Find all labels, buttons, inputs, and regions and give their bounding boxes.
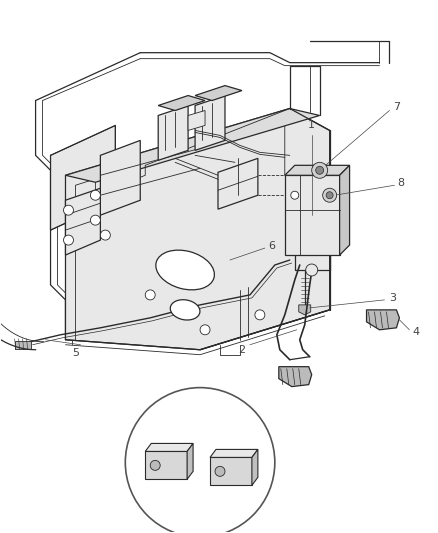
Polygon shape (187, 110, 205, 131)
Polygon shape (298, 305, 310, 315)
Circle shape (150, 461, 160, 470)
Circle shape (254, 310, 264, 320)
Polygon shape (65, 109, 319, 182)
Polygon shape (187, 443, 193, 479)
Text: 8: 8 (396, 178, 404, 188)
Circle shape (325, 192, 332, 199)
Text: 11: 11 (241, 417, 255, 427)
Polygon shape (145, 451, 187, 479)
Circle shape (145, 290, 155, 300)
Ellipse shape (170, 300, 199, 320)
Text: 6: 6 (267, 241, 274, 251)
Polygon shape (284, 165, 349, 175)
Polygon shape (366, 310, 399, 330)
Polygon shape (209, 457, 251, 486)
Text: 4: 4 (411, 327, 419, 337)
Polygon shape (339, 165, 349, 255)
Circle shape (315, 166, 323, 174)
Polygon shape (251, 449, 257, 486)
Polygon shape (218, 158, 257, 209)
Polygon shape (145, 443, 193, 451)
Circle shape (100, 230, 110, 240)
Circle shape (125, 387, 274, 533)
Polygon shape (278, 367, 311, 386)
Circle shape (64, 235, 73, 245)
Polygon shape (284, 175, 339, 255)
Circle shape (215, 466, 224, 477)
Circle shape (322, 188, 336, 202)
Circle shape (90, 215, 100, 225)
Polygon shape (14, 341, 31, 349)
Circle shape (64, 205, 73, 215)
Circle shape (311, 163, 327, 178)
Circle shape (200, 325, 209, 335)
Text: 7: 7 (392, 101, 399, 111)
Polygon shape (158, 95, 205, 110)
Text: 2: 2 (237, 345, 244, 355)
Circle shape (290, 191, 298, 199)
Ellipse shape (155, 250, 214, 290)
Text: 3: 3 (389, 293, 396, 303)
Circle shape (305, 264, 317, 276)
Polygon shape (209, 449, 257, 457)
Polygon shape (65, 188, 100, 255)
Polygon shape (194, 95, 224, 150)
Polygon shape (50, 125, 115, 230)
Polygon shape (158, 106, 187, 160)
Text: 1: 1 (307, 120, 314, 131)
Polygon shape (194, 86, 241, 101)
Text: 9: 9 (146, 501, 153, 511)
Polygon shape (65, 109, 329, 350)
Text: 5: 5 (72, 348, 79, 358)
Circle shape (90, 190, 100, 200)
Polygon shape (100, 140, 140, 215)
